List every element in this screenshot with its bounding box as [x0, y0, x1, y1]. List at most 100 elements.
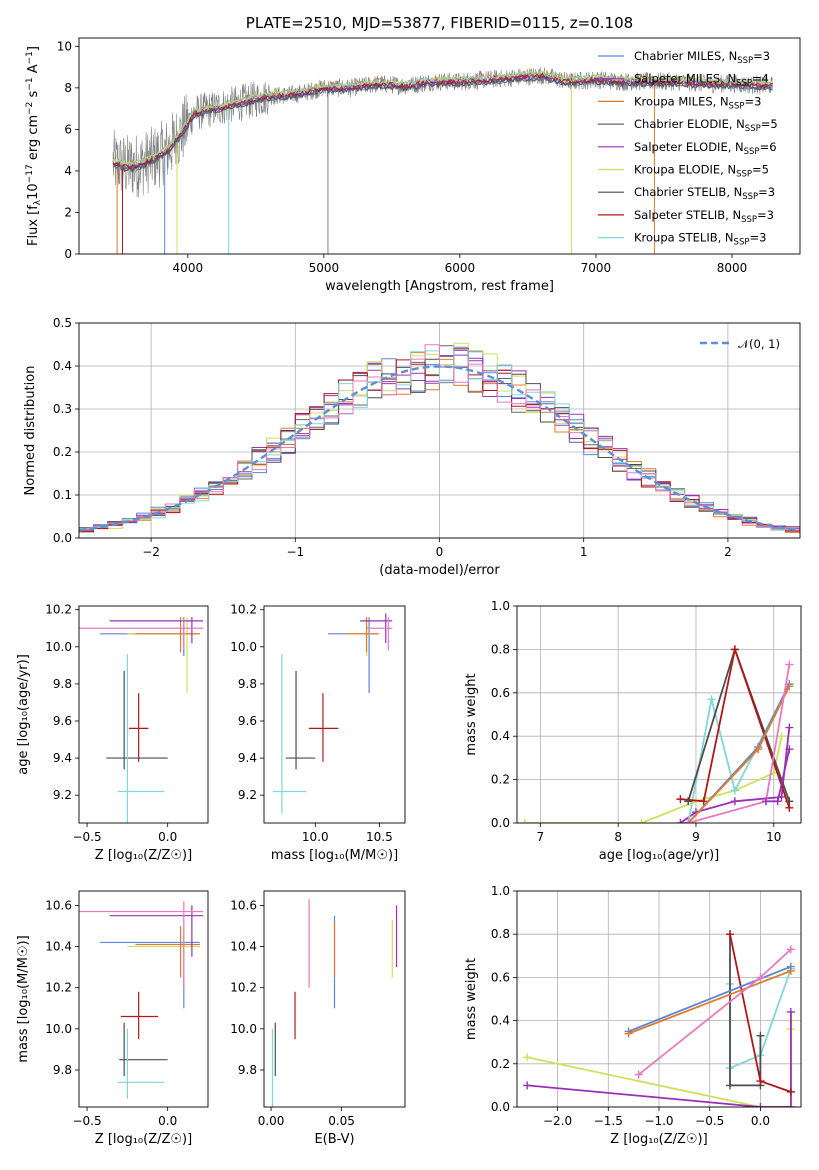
y-tick-label: 0.1 — [53, 488, 72, 502]
mass_weight_vs_z-axes: −2.0 −1.5 −1.0 −0.5 0.0 0.0 0.2 0.4 0.6 0.8 1.0 Z [… — [464, 884, 802, 1147]
error-bar-point — [109, 905, 204, 957]
residuals-plot-area — [79, 342, 800, 535]
x-tick-label: 8000 — [717, 261, 748, 275]
error-bar-point — [285, 670, 316, 770]
y-tick-label: 9.6 — [238, 714, 257, 728]
mass-weight-marker — [699, 797, 708, 806]
residuals-frame — [78, 322, 801, 539]
error-bar-point — [79, 901, 204, 988]
mass-weight-line — [638, 948, 792, 1076]
residuals-ylabel: Normed distribution — [23, 366, 38, 496]
error-bar-point — [106, 670, 168, 770]
x-tick-label: 7000 — [581, 261, 612, 275]
x-tick-label: 9 — [692, 830, 700, 844]
mass_weight_vs_age-axes: 7 8 9 10 0.0 0.2 0.4 0.6 0.8 1.0 age [log₁₀(age/yr… — [464, 599, 802, 863]
x-tick-label: 0.05 — [328, 1114, 355, 1128]
mass-weight-marker — [637, 819, 646, 823]
mass_vs_z-plot-area — [79, 901, 204, 1099]
y-tick-label: 0.2 — [491, 1057, 510, 1071]
legend-entry: Salpeter ELODIE, NSSP=6 — [634, 140, 777, 157]
age_vs_mass-xlabel: mass [log₁₀(M/M☉)] — [271, 848, 398, 863]
x-tick-label: 0.00 — [258, 1114, 285, 1128]
mass-weight-line — [628, 970, 792, 1035]
x-tick-label: 1 — [580, 545, 588, 559]
mass_weight_vs_age-ylabel: mass weight — [464, 673, 479, 755]
legend-entry: Chabrier MILES, NSSP=3 — [634, 49, 770, 66]
y-tick-label: 10.2 — [45, 981, 72, 995]
y-tick-label: 0.2 — [491, 773, 510, 787]
y-tick-label: 9.8 — [238, 677, 257, 691]
mass-weight-marker — [730, 797, 739, 806]
mass_weight_vs_z-plot-area — [523, 930, 795, 1107]
mass-weight-marker — [726, 930, 734, 939]
y-tick-label: 10.4 — [45, 940, 72, 954]
mass-weight-marker — [676, 819, 685, 823]
mass-weight-marker — [707, 695, 716, 704]
y-tick-label: 9.8 — [53, 677, 72, 691]
x-tick-label: −0.5 — [72, 1114, 101, 1128]
legend-entry: Salpeter STELIB, NSSP=3 — [634, 208, 774, 225]
mass-weight-marker — [523, 1081, 532, 1090]
y-tick-label: 9.4 — [238, 751, 257, 765]
residuals-xlabel: (data-model)/error — [379, 563, 500, 578]
x-tick-label: 6000 — [445, 261, 476, 275]
mass-weight-marker — [785, 803, 794, 812]
x-tick-label: 0.0 — [158, 830, 177, 844]
model-line — [112, 70, 773, 167]
y-tick-label: 1.0 — [491, 599, 510, 613]
mass_vs_ebv-xlabel: E(B-V) — [314, 1132, 354, 1147]
mass-weight-marker — [785, 660, 794, 669]
mass-weight-marker — [786, 1103, 795, 1107]
residuals-axes: −2 −1 0 1 2 0.0 0.1 0.2 0.3 0.4 0.5 (data-model)/er… — [23, 316, 801, 578]
mass-weight-marker — [773, 797, 782, 806]
mass-weight-marker — [523, 1053, 532, 1062]
mass-weight-marker — [634, 1070, 643, 1079]
y-tick-label: 6 — [64, 122, 72, 136]
y-tick-label: 0.2 — [53, 445, 72, 459]
y-tick-label: 0 — [64, 247, 72, 261]
error-bar-point — [99, 930, 200, 1009]
y-tick-label: 0.8 — [491, 642, 510, 656]
mass_weight_vs_z-frame — [516, 890, 802, 1108]
y-tick-label: 10.6 — [45, 898, 72, 912]
x-tick-label: −0.5 — [695, 1114, 724, 1128]
mass_vs_z-xlabel: Z [log₁₀(Z/Z☉)] — [95, 1132, 192, 1147]
y-tick-label: 10.0 — [230, 640, 257, 654]
error-bar-point — [109, 617, 204, 644]
legend-entry: 𝒩(0, 1) — [738, 337, 780, 351]
mass-weight-marker — [684, 819, 693, 823]
mass-weight-marker — [730, 645, 739, 654]
spectrum-plot-area — [112, 67, 773, 254]
mass_vs_ebv-frame — [263, 890, 406, 1108]
error-bar-point — [119, 1022, 168, 1077]
error-bar-point — [79, 617, 204, 651]
error-bar-point — [347, 617, 377, 657]
x-tick-label: 7 — [537, 830, 545, 844]
mass-weight-line — [729, 934, 762, 1087]
y-tick-label: 9.8 — [53, 1063, 72, 1077]
mass-weight-marker — [624, 1029, 633, 1038]
normal-curve — [79, 365, 798, 532]
error-bar-point — [117, 1028, 165, 1099]
age_vs_mass-axes: 10.0 10.5 9.2 9.4 9.6 9.8 10.0 10.2 mass [log₁₀(… — [230, 603, 406, 863]
y-tick-label: 10.2 — [45, 603, 72, 617]
y-tick-label: 10.6 — [230, 898, 257, 912]
x-tick-label: −1.5 — [594, 1114, 623, 1128]
x-tick-label: 10 — [766, 830, 781, 844]
age_vs_z-plot-area — [79, 617, 204, 823]
legend-entry: Salpeter MILES, NSSP=4 — [634, 72, 769, 89]
mass-weight-marker — [786, 1007, 795, 1016]
x-tick-label: 5000 — [309, 261, 340, 275]
mass_weight_vs_age-plot-area — [520, 645, 794, 823]
mass-weight-marker — [684, 797, 693, 806]
y-tick-label: 9.2 — [53, 788, 72, 802]
y-tick-label: 10.0 — [45, 640, 72, 654]
y-tick-label: 10 — [57, 39, 72, 53]
error-bar-point — [347, 617, 380, 653]
y-tick-label: 10.4 — [230, 940, 257, 954]
legend-entry: Chabrier ELODIE, NSSP=5 — [634, 117, 778, 134]
mass_vs_z-frame — [78, 890, 209, 1108]
x-tick-label: 0.0 — [751, 1114, 770, 1128]
y-tick-label: 0.6 — [491, 970, 510, 984]
residual-histogram — [79, 344, 800, 535]
